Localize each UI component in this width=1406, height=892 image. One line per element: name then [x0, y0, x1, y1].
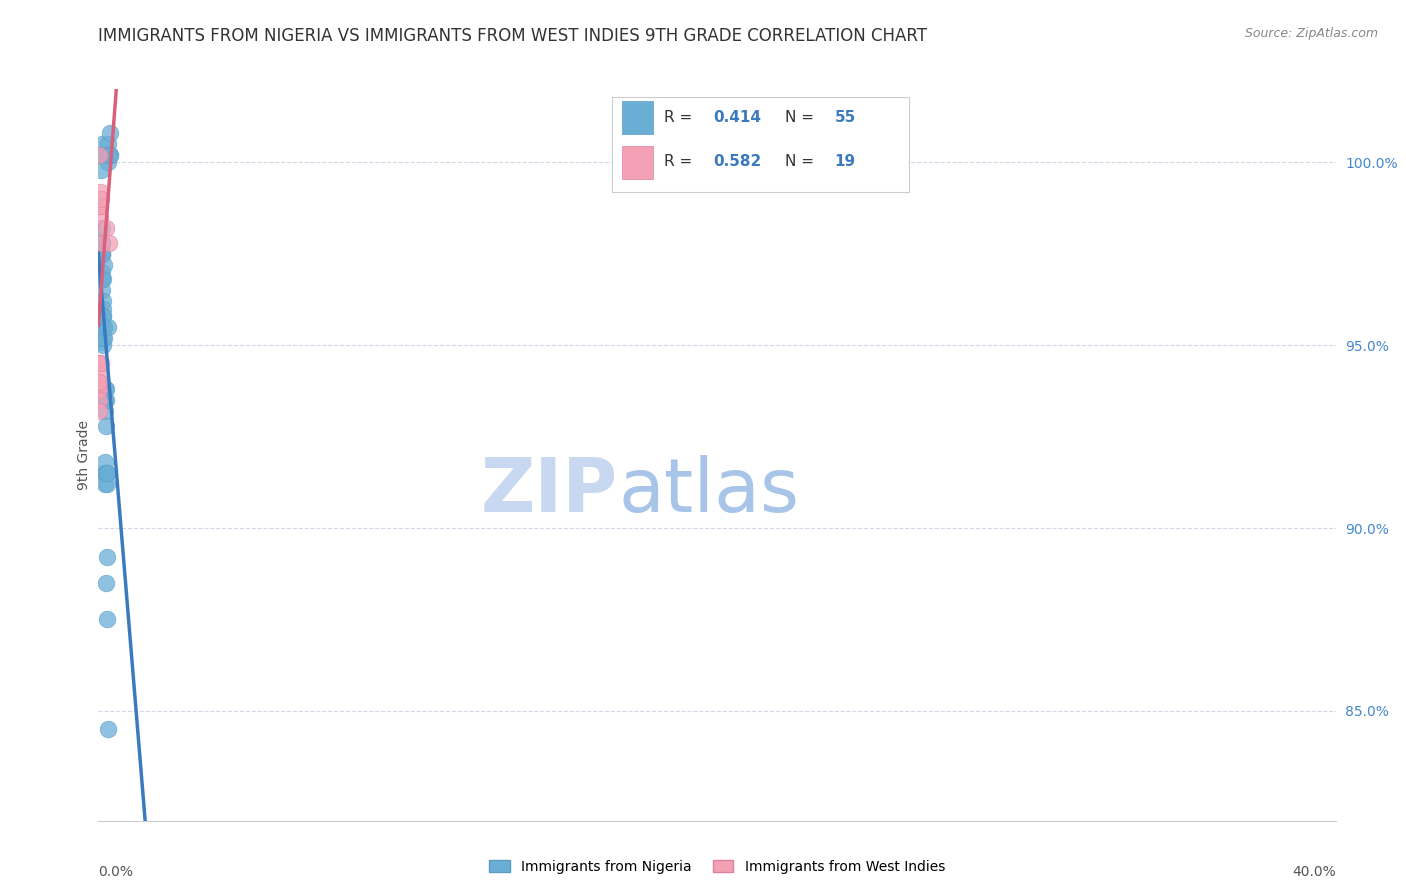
Point	[93, 331, 115, 345]
Point	[90, 148, 112, 162]
Point	[93, 331, 115, 345]
Point	[90, 357, 112, 371]
Text: 0.582: 0.582	[713, 154, 762, 169]
Point	[94, 455, 117, 469]
Text: Source: ZipAtlas.com: Source: ZipAtlas.com	[1244, 27, 1378, 40]
Text: N =: N =	[785, 110, 818, 125]
Point	[91, 235, 114, 250]
Point	[90, 148, 112, 162]
Point	[91, 320, 114, 334]
Point	[91, 294, 114, 309]
Point	[87, 382, 110, 396]
Y-axis label: 9th Grade: 9th Grade	[77, 420, 91, 490]
Text: 0.414: 0.414	[713, 110, 761, 125]
Point	[94, 467, 117, 481]
Point	[90, 272, 112, 286]
Point	[93, 404, 115, 418]
Point	[89, 211, 111, 225]
Point	[89, 185, 111, 199]
Point	[89, 148, 111, 162]
Point	[93, 320, 115, 334]
Text: 55: 55	[835, 110, 856, 125]
Point	[97, 137, 120, 152]
Point	[96, 467, 118, 481]
Point	[93, 382, 115, 396]
Point	[94, 477, 117, 491]
Point	[91, 265, 114, 279]
Point	[89, 199, 111, 213]
Point	[98, 235, 121, 250]
Point	[94, 382, 117, 396]
Point	[93, 320, 115, 334]
Point	[96, 418, 118, 433]
Point	[90, 192, 112, 206]
Point	[97, 723, 120, 737]
Text: R =: R =	[664, 110, 697, 125]
Point	[90, 162, 112, 177]
Point	[90, 137, 112, 152]
Point	[91, 301, 114, 316]
Point	[89, 324, 111, 338]
Point	[87, 357, 110, 371]
Bar	[621, 146, 652, 178]
Point	[87, 375, 110, 389]
Point	[91, 221, 114, 235]
Text: N =: N =	[785, 154, 818, 169]
Point	[87, 382, 110, 396]
Legend: Immigrants from Nigeria, Immigrants from West Indies: Immigrants from Nigeria, Immigrants from…	[484, 855, 950, 880]
Point	[91, 284, 114, 298]
Point	[90, 148, 112, 162]
Text: 19: 19	[835, 154, 856, 169]
Text: 40.0%: 40.0%	[1292, 864, 1336, 879]
Point	[96, 467, 118, 481]
Point	[90, 235, 112, 250]
Point	[87, 375, 110, 389]
Point	[96, 550, 118, 565]
Bar	[621, 101, 652, 134]
Point	[98, 148, 121, 162]
Point	[97, 320, 120, 334]
Text: 0.0%: 0.0%	[98, 864, 134, 879]
Point	[96, 613, 118, 627]
Point	[91, 272, 114, 286]
Point	[91, 309, 114, 323]
Point	[87, 357, 110, 371]
Point	[89, 199, 111, 213]
Point	[100, 148, 122, 162]
Point	[93, 258, 115, 272]
Point	[89, 235, 111, 250]
Point	[98, 148, 121, 162]
Point	[96, 221, 118, 235]
Point	[94, 467, 117, 481]
Point	[91, 272, 114, 286]
Point	[90, 148, 112, 162]
Point	[93, 309, 115, 323]
Point	[96, 576, 118, 591]
Point	[93, 393, 115, 408]
Point	[97, 155, 120, 169]
Point	[91, 338, 114, 352]
Point	[87, 331, 110, 345]
Bar	[612, 96, 908, 192]
Point	[94, 393, 117, 408]
Text: atlas: atlas	[619, 455, 799, 528]
Point	[87, 404, 110, 418]
Point	[87, 393, 110, 408]
Point	[96, 477, 118, 491]
Point	[90, 247, 112, 261]
Text: R =: R =	[664, 154, 697, 169]
Point	[91, 247, 114, 261]
Point	[90, 247, 112, 261]
Text: ZIP: ZIP	[481, 455, 619, 528]
Point	[87, 368, 110, 382]
Point	[98, 126, 121, 140]
Text: IMMIGRANTS FROM NIGERIA VS IMMIGRANTS FROM WEST INDIES 9TH GRADE CORRELATION CHA: IMMIGRANTS FROM NIGERIA VS IMMIGRANTS FR…	[98, 27, 928, 45]
Point	[89, 334, 111, 349]
